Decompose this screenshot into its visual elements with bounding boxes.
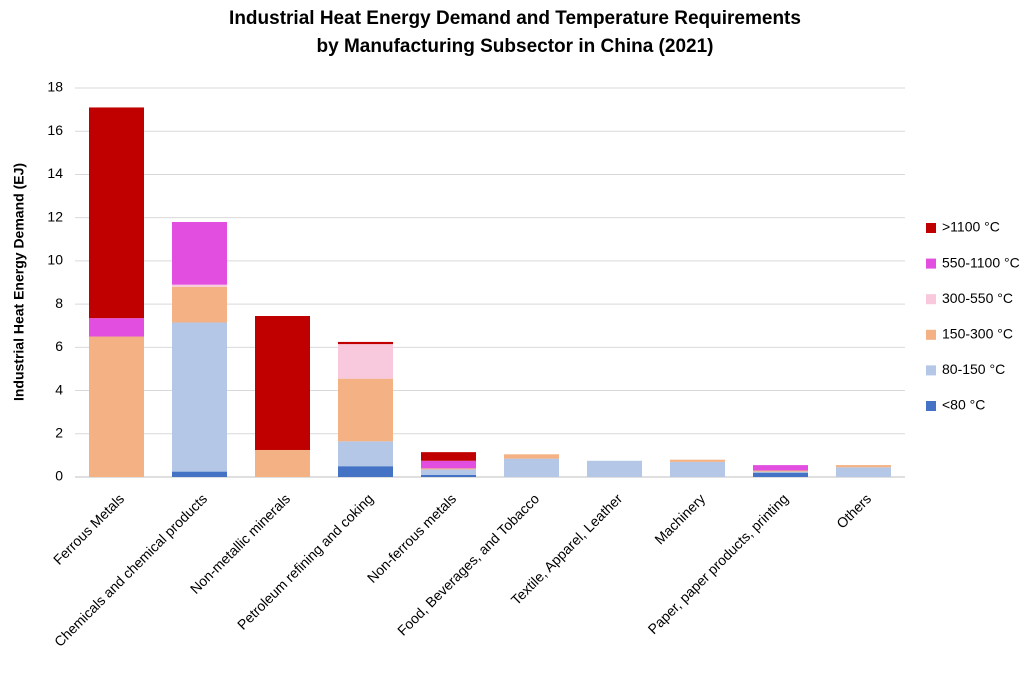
x-tick-label: Petroleum refining and coking bbox=[234, 490, 376, 632]
legend-label: >1100 °C bbox=[942, 219, 1000, 235]
bar-segment bbox=[255, 315, 310, 450]
y-tick-label: 14 bbox=[47, 165, 63, 181]
y-tick-label: 18 bbox=[47, 79, 63, 95]
bar-segment bbox=[338, 441, 393, 467]
bar-segment bbox=[670, 459, 725, 462]
chart-title: by Manufacturing Subsector in China (202… bbox=[317, 36, 714, 57]
y-tick-label: 0 bbox=[55, 468, 63, 484]
legend-label: 150-300 °C bbox=[942, 326, 1013, 342]
legend-label: 300-550 °C bbox=[942, 290, 1013, 306]
bar-segment bbox=[421, 469, 476, 475]
bar-segment bbox=[504, 454, 559, 459]
x-tick-label: Ferrous Metals bbox=[50, 490, 127, 567]
x-tick-label: Machinery bbox=[651, 490, 708, 547]
bar-segment bbox=[504, 458, 559, 477]
legend-swatch bbox=[926, 223, 936, 233]
y-tick-label: 10 bbox=[47, 252, 63, 268]
bar-segment bbox=[89, 336, 144, 477]
legend-swatch bbox=[926, 294, 936, 305]
bar-segment bbox=[836, 467, 891, 477]
y-axis-label: Industrial Heat Energy Demand (EJ) bbox=[11, 163, 27, 401]
x-tick-label: Others bbox=[833, 490, 874, 531]
x-tick-label: Paper, paper products, printing bbox=[645, 490, 792, 637]
y-tick-label: 8 bbox=[55, 295, 63, 311]
bar-segment bbox=[338, 341, 393, 345]
bar-segment bbox=[172, 286, 227, 323]
bar-segment bbox=[421, 460, 476, 469]
bar-segment bbox=[670, 461, 725, 477]
bar-segment bbox=[255, 449, 310, 477]
bar-segment bbox=[338, 466, 393, 477]
bar-segment bbox=[172, 471, 227, 477]
bar-segment bbox=[753, 465, 808, 471]
chart-title: Industrial Heat Energy Demand and Temper… bbox=[229, 8, 801, 29]
y-tick-label: 16 bbox=[47, 122, 63, 138]
bar-segment bbox=[421, 474, 476, 477]
legend-label: <80 °C bbox=[942, 397, 985, 413]
bar-segment bbox=[753, 471, 808, 473]
x-tick-label: Food, Beverages, and Tobacco bbox=[394, 490, 542, 638]
legend-swatch bbox=[926, 258, 936, 269]
y-tick-label: 2 bbox=[55, 424, 63, 440]
x-tick-label: Chemicals and chemical products bbox=[51, 490, 210, 649]
legend-swatch bbox=[926, 365, 936, 376]
legend-label: 550-1100 °C bbox=[942, 254, 1020, 270]
bar-segment bbox=[338, 344, 393, 379]
bar-segment bbox=[338, 378, 393, 442]
x-tick-label: Non-ferrous metals bbox=[364, 490, 459, 585]
bar-segment bbox=[753, 470, 808, 472]
bar-segment bbox=[172, 322, 227, 472]
bar-segment bbox=[172, 221, 227, 285]
bar-segment bbox=[421, 452, 476, 461]
y-tick-label: 4 bbox=[55, 381, 63, 397]
legend-swatch bbox=[926, 401, 936, 411]
bar-segment bbox=[89, 107, 144, 319]
bar-segment bbox=[421, 468, 476, 470]
legend-label: 80-150 °C bbox=[942, 361, 1005, 377]
y-tick-label: 12 bbox=[47, 208, 63, 224]
bar-segment bbox=[753, 472, 808, 477]
y-tick-label: 6 bbox=[55, 338, 63, 354]
bar-segment bbox=[587, 460, 642, 477]
bar-segment bbox=[172, 284, 227, 287]
legend-swatch bbox=[926, 329, 936, 340]
bar-segment bbox=[89, 318, 144, 337]
bar-segment bbox=[836, 465, 891, 468]
